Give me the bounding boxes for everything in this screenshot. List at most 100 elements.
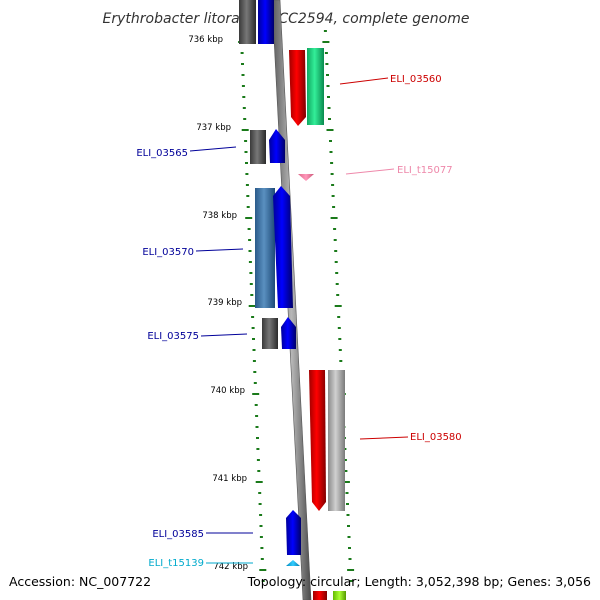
scale-label-739: 739 kbp	[207, 298, 242, 308]
gene-label-eli-03570[interactable]: ELI_03570	[142, 247, 194, 258]
tick-mark	[348, 547, 351, 549]
tick-mark	[330, 173, 334, 175]
scale-label-740: 740 kbp	[210, 386, 245, 396]
tick-mark	[345, 492, 349, 494]
tick-mark	[347, 536, 351, 538]
gene-eli-t15139[interactable]	[286, 560, 300, 566]
tick-mark	[259, 536, 263, 538]
gene-label-eli-t15139[interactable]: ELI_t15139	[148, 558, 204, 569]
tick-mark	[245, 184, 249, 186]
tick-mark	[252, 393, 260, 395]
gene-label-eli-t15077[interactable]: ELI_t15077	[397, 165, 453, 176]
tick-mark	[260, 558, 264, 560]
gene-label-eli-03560[interactable]: ELI_03560	[390, 74, 442, 85]
tick-mark	[244, 151, 248, 153]
gene-eli-03585[interactable]	[286, 510, 301, 555]
tick-mark	[342, 481, 350, 483]
tick-mark	[246, 195, 250, 197]
tick-mark	[253, 382, 257, 384]
tick-mark	[333, 228, 337, 230]
tick-mark	[331, 195, 335, 197]
tick-mark	[334, 305, 342, 307]
tick-mark	[338, 338, 342, 340]
feature-grey-03565[interactable]	[250, 130, 266, 164]
tick-mark	[242, 96, 246, 98]
tick-mark	[255, 481, 263, 483]
gene-label-eli-03585[interactable]: ELI_03585	[152, 529, 204, 540]
scale-label-741: 741 kbp	[212, 474, 247, 484]
tick-mark	[327, 107, 331, 109]
tick-mark	[241, 63, 244, 65]
tick-mark	[248, 250, 252, 252]
feature-steelblue-03570[interactable]	[255, 188, 275, 308]
tick-mark	[344, 470, 348, 472]
tick-mark	[324, 52, 328, 54]
tick-mark	[330, 217, 338, 219]
tick-mark	[349, 580, 353, 582]
feature-partial-blue-top[interactable]	[258, 0, 274, 44]
tick-mark	[333, 239, 337, 241]
tick-mark	[241, 85, 245, 87]
tick-mark	[240, 52, 244, 54]
tick-mark	[241, 74, 245, 76]
gene-label-eli-03565[interactable]: ELI_03565	[136, 148, 188, 159]
tick-mark	[337, 316, 341, 318]
gene-eli-03565[interactable]	[269, 129, 285, 163]
tick-mark	[338, 349, 342, 351]
tick-mark	[246, 206, 250, 208]
tick-mark	[248, 239, 252, 241]
feature-lightgrey-03580[interactable]	[328, 370, 345, 511]
feature-mint-03560[interactable]	[307, 48, 324, 125]
tick-mark	[256, 448, 260, 450]
tick-mark	[259, 514, 263, 516]
tick-mark	[256, 437, 259, 439]
tick-mark	[326, 85, 330, 87]
gene-eli-03570[interactable]	[273, 186, 293, 308]
tick-mark	[336, 294, 340, 296]
tick-mark	[258, 503, 262, 505]
tick-mark	[337, 327, 341, 329]
tick-mark	[252, 338, 255, 340]
gene-eli-03560[interactable]	[289, 50, 306, 126]
tick-mark	[244, 140, 248, 142]
tick-mark	[243, 118, 247, 120]
gene-eli-t15077[interactable]	[298, 174, 314, 181]
tick-mark	[326, 74, 329, 76]
feature-grey-03575[interactable]	[262, 318, 278, 349]
tick-mark	[251, 316, 255, 318]
tick-mark	[248, 261, 252, 263]
gene-label-eli-03580[interactable]: ELI_03580	[410, 432, 462, 443]
tick-mark	[334, 250, 338, 252]
tick-mark	[255, 415, 259, 417]
scale-label-742: 742 kbp	[213, 562, 248, 572]
tick-mark	[242, 107, 246, 109]
tick-mark	[335, 283, 339, 285]
feature-partial-grey-top[interactable]	[239, 0, 256, 44]
tick-mark	[261, 580, 265, 582]
tick-mark	[339, 360, 343, 362]
tick-mark	[258, 492, 262, 494]
tick-mark	[325, 63, 329, 65]
map-title: Erythrobacter litoralis HTCC2594, comple…	[103, 11, 470, 27]
tick-mark	[249, 272, 253, 274]
tick-mark	[323, 30, 327, 32]
tick-mark	[256, 459, 260, 461]
gene-label-eli-03575[interactable]: ELI_03575	[147, 331, 199, 342]
feature-partial-lime-bottom[interactable]	[333, 591, 346, 600]
tick-mark	[250, 294, 254, 296]
tick-mark	[254, 404, 258, 406]
tick-mark	[257, 470, 261, 472]
tick-mark	[327, 96, 330, 98]
tick-mark	[330, 162, 334, 164]
gene-eli-03575[interactable]	[281, 317, 296, 349]
feature-partial-red-bottom[interactable]	[313, 591, 327, 600]
tick-mark	[255, 426, 259, 428]
gene-eli-03580[interactable]	[309, 370, 326, 511]
scale-label-738: 738 kbp	[202, 211, 237, 221]
tick-mark	[253, 371, 257, 373]
tick-mark	[245, 162, 248, 164]
tick-mark	[322, 41, 330, 43]
genome-summary-text: Topology: circular; Length: 3,052,398 bp…	[247, 574, 591, 589]
tick-mark	[241, 129, 249, 131]
